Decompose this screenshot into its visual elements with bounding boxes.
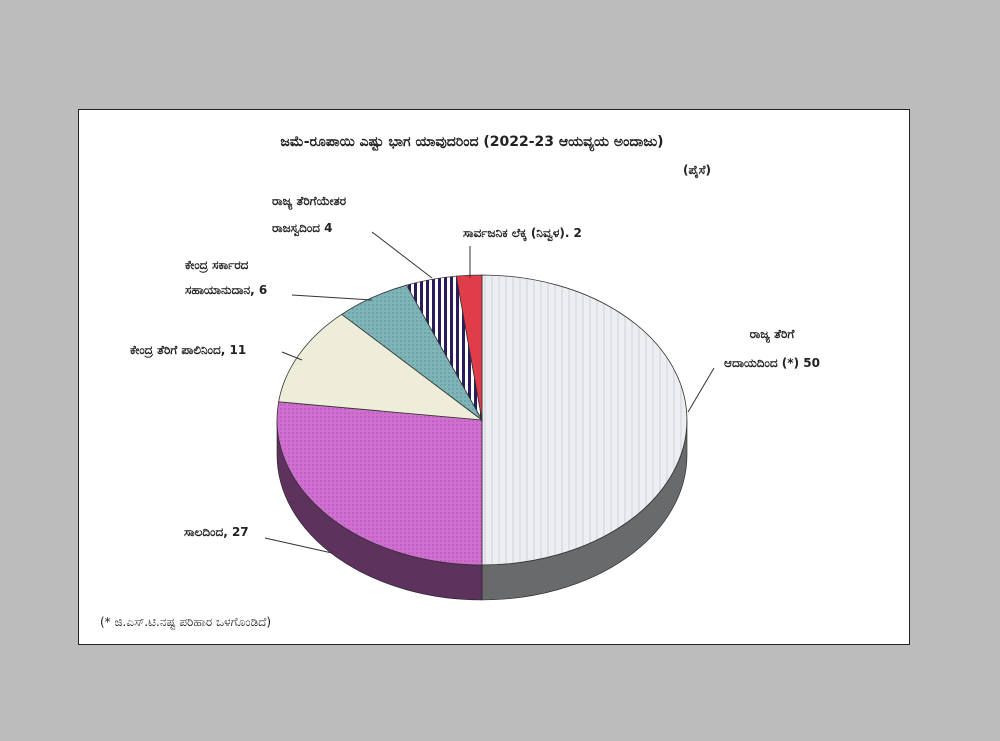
chart-title: ಜಮೆ-ರೂಪಾಯಿ ಎಷ್ಟು ಭಾಗ ಯಾವುದರಿಂದ (2022-23 … [280,134,663,152]
slice-label-5-0: ಸಾರ್ವಜನಿಕ ಲೆಕ್ಕ (ನಿವ್ವಳ). 2 [463,226,582,242]
leader-line-4 [371,231,433,279]
pie-slice-1 [276,401,483,566]
leader-line-2 [281,351,303,361]
pie-slice-2 [278,313,484,421]
leader-line-3 [291,294,373,301]
slice-label-2-0: ಕೇಂದ್ರ ತೆರಿಗೆ ಪಾಲಿನಿಂದ, 11 [130,343,246,358]
slice-label-4-0: ರಾಜ್ಯ ತೆರಿಗೆಯೇತರ [272,194,347,211]
slice-label-0-0: ರಾಜ್ಯ ತೆರಿಗೆ [750,327,795,344]
chart-unit: (ಪೈಸೆ) [683,163,711,179]
pie-slice-0 [481,274,688,566]
slice-label-3-0: ಕೇಂದ್ರ ಸರ್ಕಾರದ [185,258,249,273]
chart-footnote: (* ಜಿ.ಎಸ್.ಟಿ.ನಷ್ಟ ಪರಿಹಾರ ಒಳಗೊಂಡಿದೆ) [100,615,271,629]
pie-slices [276,274,688,566]
slice-label-3-1: ಸಹಾಯಾನುದಾನ, 6 [185,283,267,297]
leader-line-1 [264,537,333,554]
pie-slice-5 [455,274,483,421]
slice-label-4-1: ರಾಜಸ್ವದಿಂದ 4 [272,221,333,237]
slice-label-1-0: ಸಾಲದಿಂದ, 27 [184,525,249,539]
leader-line-0 [687,367,715,413]
pie-labels: ರಾಜ್ಯ ತೆರಿಗೆ ಆದಾಯದಿಂದ (*) 50 ಸಾಲದಿಂದ, 27 ಕೇ… [130,194,820,554]
slice-label-0-1: ಆದಾಯದಿಂದ (*) 50 [724,356,820,370]
